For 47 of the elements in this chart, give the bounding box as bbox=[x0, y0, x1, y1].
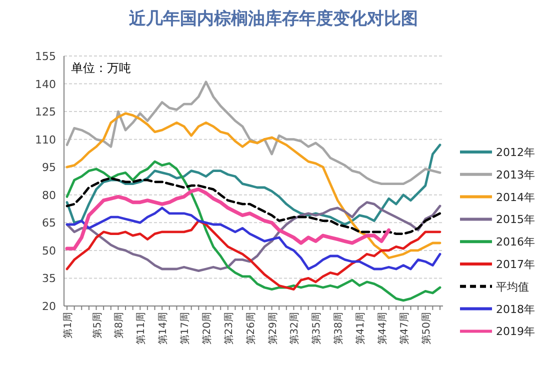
ytick: 35 bbox=[42, 272, 56, 286]
xtick: 第11周 bbox=[136, 312, 148, 345]
xtick: 第29周 bbox=[268, 312, 279, 345]
legend-label: 2016年 bbox=[496, 236, 535, 249]
xtick: 第14周 bbox=[158, 312, 170, 345]
xtick: 第20周 bbox=[202, 312, 213, 345]
ytick: 65 bbox=[42, 216, 56, 230]
ytick: 20 bbox=[42, 300, 56, 313]
legend-label: 2018年 bbox=[496, 302, 535, 316]
xtick: 第17周 bbox=[180, 312, 192, 345]
xtick: 第47周 bbox=[399, 312, 410, 345]
xtick: 第38周 bbox=[334, 312, 345, 345]
legend-label: 2017年 bbox=[496, 258, 535, 271]
xtick: 第32周 bbox=[290, 312, 301, 345]
legend-item: 2012年 bbox=[460, 146, 535, 159]
ytick: 110 bbox=[35, 133, 56, 146]
legend-item: 2017年 bbox=[460, 258, 535, 271]
legend-label: 平均值 bbox=[496, 280, 529, 294]
xtick: 第41周 bbox=[356, 312, 367, 345]
legend-item: 2014年 bbox=[460, 190, 535, 204]
legend-item: 平均值 bbox=[460, 280, 529, 294]
legend-label: 2012年 bbox=[496, 146, 535, 159]
ytick: 140 bbox=[35, 78, 56, 91]
xtick: 第35周 bbox=[312, 312, 323, 345]
legend-label: 2015年 bbox=[496, 213, 535, 226]
xtick: 第5周 bbox=[92, 312, 104, 338]
xtick: 第50周 bbox=[421, 312, 432, 345]
ytick: 125 bbox=[35, 106, 56, 119]
ytick: 155 bbox=[35, 50, 56, 63]
ytick: 80 bbox=[42, 188, 56, 202]
annotation: 单位：万吨 bbox=[71, 61, 131, 75]
legend-label: 2014年 bbox=[496, 190, 535, 204]
legend-label: 2013年 bbox=[496, 168, 535, 182]
ytick: 95 bbox=[42, 161, 56, 174]
xtick: 第26周 bbox=[246, 312, 257, 345]
legend-item: 2013年 bbox=[460, 168, 535, 182]
legend-item: 2019年 bbox=[460, 325, 535, 338]
legend-item: 2016年 bbox=[460, 236, 535, 249]
legend-item: 2015年 bbox=[460, 213, 535, 226]
legend-item: 2018年 bbox=[460, 302, 535, 316]
title: 近几年国内棕榈油库存年度变化对比图 bbox=[129, 9, 418, 29]
xtick: 第44周 bbox=[378, 312, 388, 345]
xtick: 第23周 bbox=[224, 312, 235, 345]
xtick: 第1周 bbox=[63, 312, 74, 338]
ytick: 50 bbox=[42, 244, 56, 258]
xtick: 第8周 bbox=[114, 312, 126, 338]
legend-label: 2019年 bbox=[496, 325, 535, 338]
